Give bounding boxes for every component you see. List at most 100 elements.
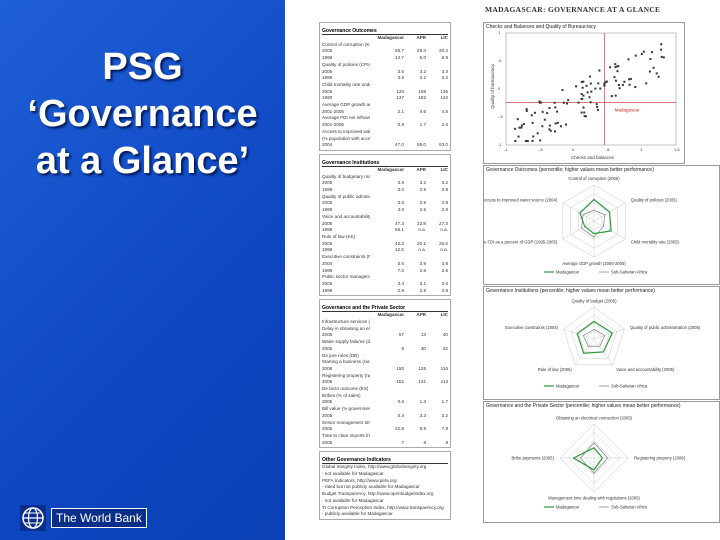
indicator-label: Child mortality rate under 5 (per 1,000) (322, 81, 370, 87)
indicator-value (426, 420, 448, 427)
indicator-value: n.a. (418, 227, 426, 233)
document-title: MADAGASCAR: GOVERNANCE AT A GLANCE (485, 5, 661, 14)
indicator-label: 2006 (322, 365, 333, 371)
indicator-value: 3.6 (397, 75, 404, 81)
scatter-point (621, 83, 624, 86)
indicator-value: n.a. (440, 247, 448, 253)
radar-institutions-chart: Quality of budget (2005) Quality of publi… (505, 299, 701, 389)
indicator-label: 2005 (322, 399, 333, 405)
indicator-value: 7.0 (397, 267, 404, 273)
indicator-value: 116 (440, 365, 448, 371)
indicator-value: 1.7 (419, 122, 426, 128)
scatter-point (645, 82, 648, 85)
indicator-value (426, 353, 448, 360)
indicator-value: 3.4 (397, 280, 404, 286)
scatter-point (605, 80, 608, 83)
globe-icon (20, 505, 46, 531)
indicator-value: 1.3 (419, 399, 426, 405)
indicator-value: 4.5 (441, 108, 448, 114)
indicator-value (426, 386, 448, 393)
scatter-point (583, 111, 586, 114)
indicator-value: 4.6 (419, 108, 426, 114)
indicator-value (370, 129, 404, 136)
x-tick-label: -.5 (538, 147, 543, 152)
indicator-value (404, 393, 426, 400)
scatter-point (556, 110, 559, 113)
legend-label-africa: Sub-Saharan Africa (611, 270, 648, 275)
indicator-label: Registering property (rank) (322, 372, 370, 378)
scatter-point (657, 75, 660, 78)
other-indicator-text: - not available for Madagascar (322, 471, 384, 477)
indicator-value (404, 254, 426, 261)
other-indicator-line: Budget Transparency, http://www.openbudg… (322, 491, 448, 498)
scatter-point (554, 122, 557, 125)
radar-series-madagascar (576, 320, 614, 354)
indicator-value: 2.6 (441, 267, 448, 273)
other-indicator-text: Global Integrity Index, http://www.globa… (322, 464, 427, 470)
indicator-row: Water supply failures (days annually) (322, 339, 448, 346)
slide-title: PSG ‘Governance at a Glance’ (10, 44, 275, 185)
indicator-value: n.a. (418, 247, 426, 253)
radar-institutions-panel: Governance Institutions (percentile; hig… (483, 286, 720, 400)
indicator-value (426, 129, 448, 136)
scatter-point (580, 97, 583, 100)
indicator-value (404, 274, 426, 281)
indicator-value: n.a. (440, 227, 448, 233)
indicator-row: Executive constraints (Polity IV) (322, 254, 448, 261)
scatter-point (520, 126, 523, 129)
scatter-point (582, 80, 585, 83)
indicator-row: 2005 0.6 1.3 1.7 (322, 399, 448, 406)
scatter-point (541, 110, 544, 113)
scatter-point (627, 58, 630, 61)
scatter-point (533, 111, 536, 114)
indicator-label: 2005 (322, 180, 333, 186)
indicator-value: 3.0 (441, 280, 448, 286)
radar-spoke (562, 202, 595, 222)
radar-spoke (563, 328, 595, 340)
indicator-value: 3.1 (419, 280, 426, 286)
radar-series-madagascar (572, 447, 604, 471)
legend-label-africa: Sub-Saharan Africa (611, 384, 648, 389)
indicator-label: Time to clear imports from customs (days… (322, 432, 370, 438)
x-tick-label: .5 (606, 147, 610, 152)
scatter-point (554, 106, 557, 109)
indicator-row: Rule of law (KK) (322, 234, 448, 241)
indicator-value: 3.9 (419, 260, 426, 266)
scatter-point (518, 126, 521, 129)
indicator-row: 1999 3.0 2.9 2.9 (322, 187, 448, 194)
indicator-value (370, 82, 404, 89)
radar-axis-label: Average FDI as a percent of GDP (1995-20… (484, 240, 558, 245)
scatter-point (617, 84, 620, 87)
indicator-value: 29.3 (417, 48, 426, 54)
indicator-row: Public sector management (CPIA) (322, 274, 448, 281)
indicator-value (404, 234, 426, 241)
radar-outcomes-title: Governance Outcomes (percentile; higher … (486, 167, 654, 173)
indicator-section: Governance and the Private Sector Madagas… (319, 299, 451, 449)
indicator-value: 3.3 (419, 412, 426, 418)
indicator-label: 1999 (322, 187, 333, 193)
scatter-point (652, 66, 655, 69)
scatter-point (567, 99, 570, 102)
indicator-value (370, 433, 404, 440)
scatter-point (549, 129, 552, 132)
scatter-point (548, 106, 551, 109)
radar-spoke (593, 328, 625, 340)
scatter-point (595, 103, 598, 106)
x-tick-label: 1 (640, 147, 643, 152)
indicator-value: 20.1 (417, 240, 426, 246)
y-tick-label: 0 (498, 86, 501, 91)
scatter-point (594, 87, 597, 90)
indicator-value: 7 (401, 439, 404, 445)
indicator-row: 2005 22.8 8.9 7.8 (322, 426, 448, 433)
indicator-value (370, 406, 404, 413)
scatter-point (580, 80, 583, 83)
indicator-value: 2.9 (419, 287, 426, 293)
indicator-row: Voice and accountability (KK) (322, 214, 448, 221)
indicator-row: 2005 3.6 3.2 3.2 (322, 180, 448, 187)
other-indicator-text: TI Corruption Perception Index, http://w… (322, 504, 444, 510)
radar-axis-label: Child mortality rate (2005) (631, 240, 680, 245)
indicator-value: 47.0 (395, 142, 404, 148)
indicator-row: 2001-2005 0.9 1.7 2.6 (322, 122, 448, 129)
indicator-value: 142 (440, 95, 448, 101)
indicator-label: Bribes (% of sales) (322, 392, 361, 398)
